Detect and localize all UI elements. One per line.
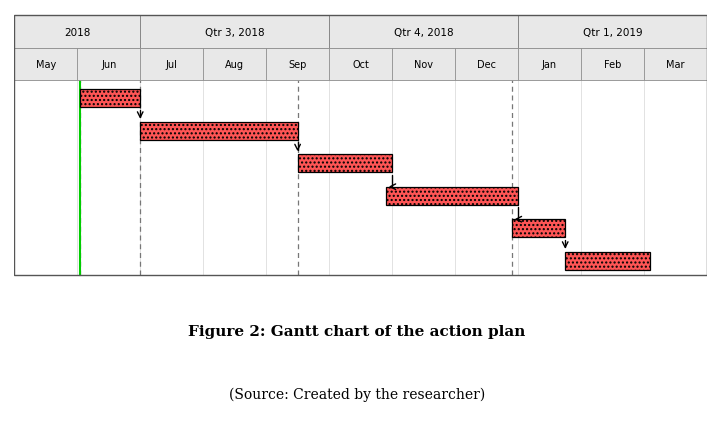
Bar: [140, 49, 203, 81]
Text: Oct: Oct: [352, 60, 369, 70]
Bar: [518, 49, 581, 81]
Bar: [140, 122, 298, 140]
Bar: [565, 252, 650, 270]
Text: Qtr 4, 2018: Qtr 4, 2018: [393, 27, 453, 37]
Bar: [77, 49, 140, 81]
Text: Jun: Jun: [101, 60, 116, 70]
Bar: [581, 49, 644, 81]
Text: 2018: 2018: [64, 27, 91, 37]
Bar: [298, 155, 392, 173]
Bar: [81, 90, 140, 108]
Text: Jan: Jan: [542, 60, 557, 70]
Bar: [266, 49, 329, 81]
Text: May: May: [36, 60, 56, 70]
Text: Dec: Dec: [477, 60, 496, 70]
Bar: [455, 49, 518, 81]
Bar: [14, 81, 707, 276]
Bar: [203, 49, 266, 81]
Bar: [644, 49, 707, 81]
Bar: [512, 220, 565, 237]
Bar: [392, 49, 455, 81]
Text: (Source: Created by the researcher): (Source: Created by the researcher): [229, 387, 485, 401]
Text: Sep: Sep: [288, 60, 307, 70]
Text: Feb: Feb: [604, 60, 621, 70]
Text: Nov: Nov: [414, 60, 433, 70]
Text: Qtr 1, 2019: Qtr 1, 2019: [583, 27, 642, 37]
Text: Figure 2: Gantt chart of the action plan: Figure 2: Gantt chart of the action plan: [188, 324, 526, 338]
Text: Mar: Mar: [666, 60, 685, 70]
Bar: [14, 16, 140, 49]
Bar: [518, 16, 707, 49]
Text: Qtr 3, 2018: Qtr 3, 2018: [205, 27, 264, 37]
Text: Aug: Aug: [225, 60, 244, 70]
Text: Jul: Jul: [166, 60, 178, 70]
Bar: [14, 49, 77, 81]
Bar: [140, 16, 329, 49]
Bar: [386, 187, 518, 205]
Bar: [329, 49, 392, 81]
Bar: [329, 16, 518, 49]
